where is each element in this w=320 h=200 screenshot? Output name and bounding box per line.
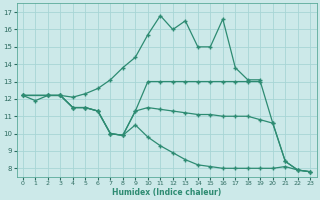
X-axis label: Humidex (Indice chaleur): Humidex (Indice chaleur) — [112, 188, 221, 197]
